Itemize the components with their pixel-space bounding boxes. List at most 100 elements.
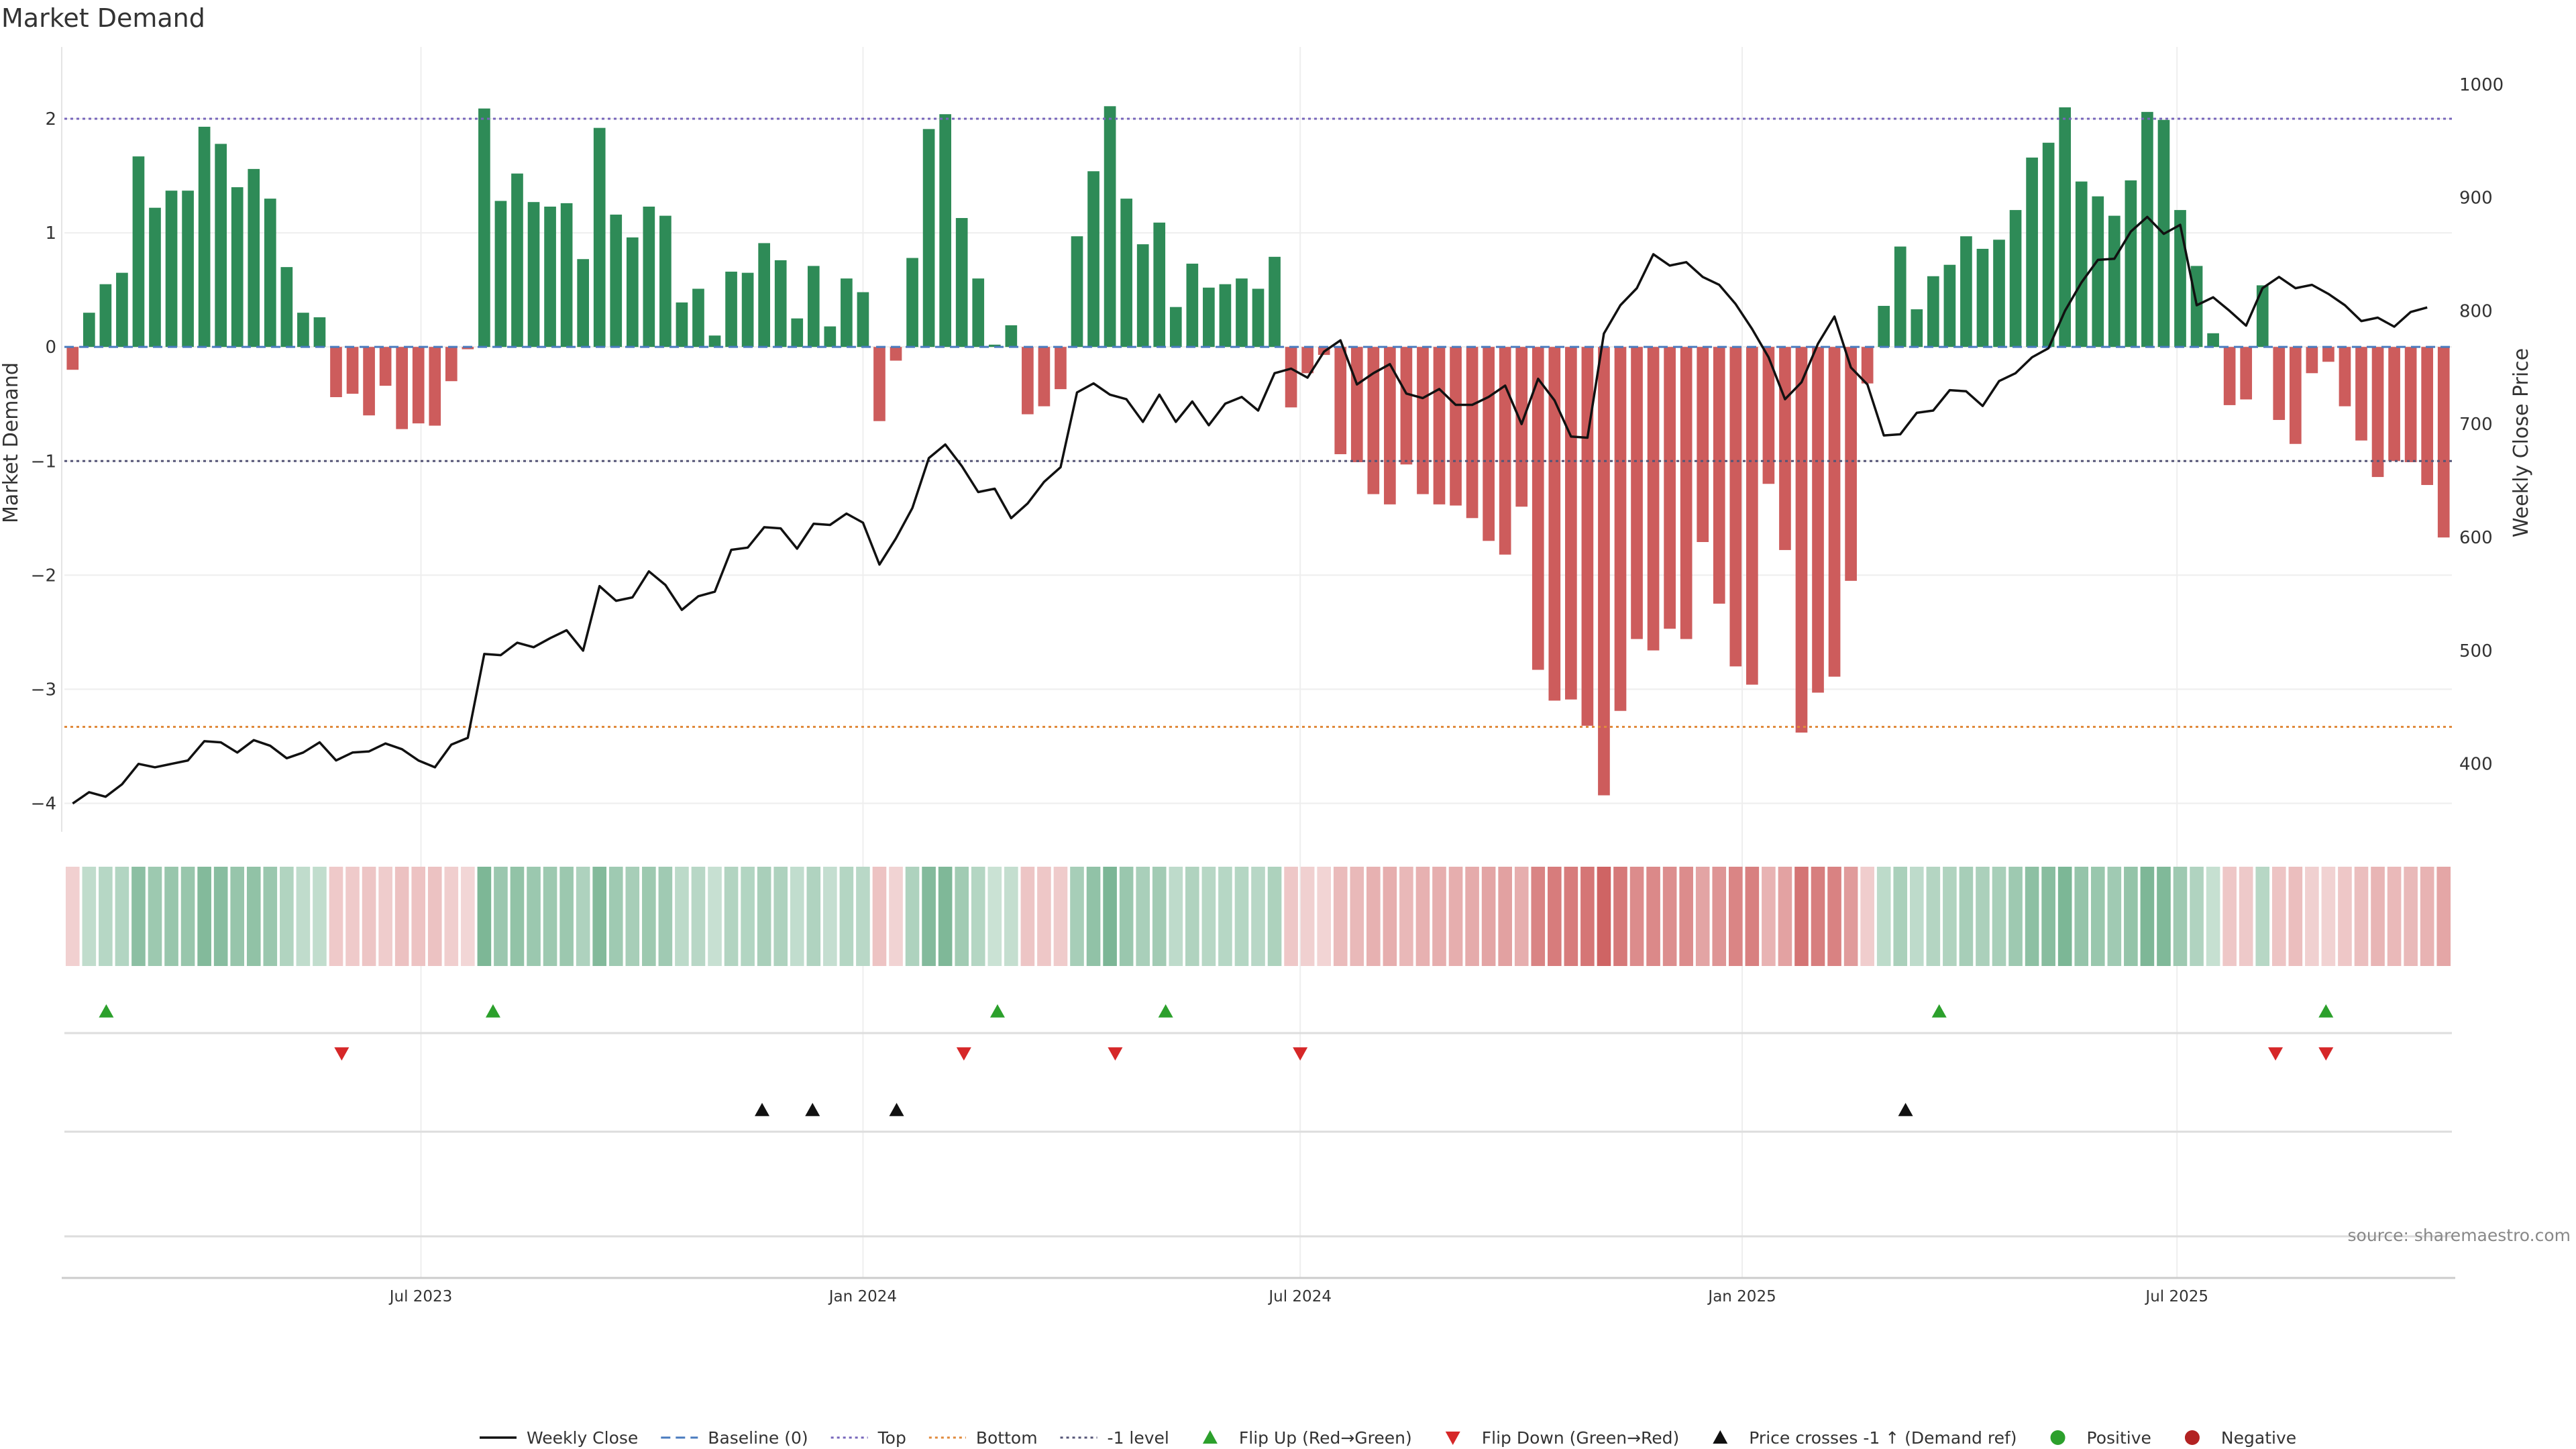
heat-cell [675,867,689,966]
flip-down-marker [1293,1047,1308,1061]
heat-cell [1662,867,1677,966]
heat-cell [2420,867,2434,966]
legend-label: Top [877,1428,906,1448]
flip-down-marker [1108,1047,1123,1061]
demand-bar [692,288,704,347]
demand-bar [1729,347,1742,667]
legend-label: Flip Up (Red→Green) [1239,1428,1412,1448]
demand-bar [610,214,623,347]
demand-bar [577,259,589,347]
flip-up-marker [2318,1004,2334,1018]
demand-bar [165,191,178,347]
legend-swatch-flip-up [1202,1430,1218,1444]
demand-bar [2026,157,2038,347]
heat-cell [1465,867,1479,966]
heat-cell [246,867,261,966]
demand-bar [1993,239,2005,347]
chart-title: Market Demand [1,3,205,33]
heat-cell [1547,867,1562,966]
y-tick-label: −3 [31,680,56,700]
y2-tick-label: 800 [2459,301,2493,321]
heat-cell [1992,867,2006,966]
legend-swatch-negative [2184,1430,2200,1445]
demand-bar [1779,347,1791,550]
demand-bar [1120,199,1132,347]
demand-bar [1532,347,1544,670]
demand-bar [1598,347,1610,796]
heat-cell [378,867,392,966]
y2-tick-label: 400 [2459,755,2493,775]
heat-cell [1136,867,1150,966]
y2-axis-ticks: 1000 900 800 700 600 500 400 [2459,75,2504,775]
legend-swatch-positive [2050,1430,2065,1445]
heat-cell [2338,867,2352,966]
y2-axis-title: Weekly Close Price [2510,348,2533,537]
demand-bar [2075,181,2088,347]
heat-cell [1629,867,1644,966]
demand-bar [346,347,359,394]
price-cross-marker [1898,1103,1913,1116]
heat-cell [444,867,459,966]
heat-cell [592,867,607,966]
demand-bar [66,347,79,370]
heat-cell [1712,867,1727,966]
heat-cell [856,867,870,966]
heat-cell [576,867,590,966]
demand-bar [1680,347,1693,639]
demand-bar [1795,347,1808,733]
demand-bars [66,106,2450,796]
heat-cell [1943,867,1957,966]
heat-cell [2157,867,2171,966]
x-axis-ticks: Jul 2023 Jan 2024 Jul 2024 Jan 2025 Jul 2025 [388,1288,2208,1305]
demand-bar [1762,347,1775,484]
y-tick-label: −4 [31,794,56,814]
heat-cell [2288,867,2303,966]
price-cross-marker [889,1103,904,1116]
demand-bar [1334,347,1347,455]
heat-cell [1103,867,1117,966]
demand-bar [264,199,276,347]
heat-cell [345,867,360,966]
demand-bar [1943,264,1956,347]
demand-bar [330,347,342,398]
demand-bar [741,272,754,347]
legend-label: Positive [2087,1428,2151,1448]
demand-bar [1713,347,1725,604]
demand-bar [2306,347,2318,374]
x-tick-label: Jan 2025 [1707,1288,1776,1305]
y-tick-label: −2 [31,566,56,586]
heat-cell [1415,867,1430,966]
heat-cell [2190,867,2204,966]
x-tick-label: Jul 2025 [2144,1288,2208,1305]
demand-bar [841,278,853,347]
heat-cell [2354,867,2369,966]
heat-cell [2008,867,2023,966]
heat-cell [477,867,492,966]
heat-cell [148,867,162,966]
demand-bar [2371,347,2384,478]
heat-cell [2041,867,2055,966]
demand-bar [412,347,425,424]
demand-bar [1269,256,1281,347]
demand-bar [906,258,918,347]
heat-cell [724,867,739,966]
demand-bar [1697,347,1709,543]
demand-bar [708,335,721,347]
heat-cell [131,867,146,966]
heat-cell [115,867,129,966]
heat-cell [197,867,211,966]
heat-cell [1070,867,1084,966]
demand-bar [1878,305,1890,347]
heat-cell [461,867,475,966]
heat-cell [527,867,541,966]
heat-cell [2321,867,2336,966]
heat-cell [1646,867,1660,966]
demand-bar [1483,347,1495,541]
heat-cell [2222,867,2237,966]
heat-cell [494,867,508,966]
demand-bar [445,347,458,382]
demand-bar [1038,347,1051,407]
heat-cell [1267,867,1282,966]
heat-cell [987,867,1002,966]
heat-cell [1498,867,1512,966]
